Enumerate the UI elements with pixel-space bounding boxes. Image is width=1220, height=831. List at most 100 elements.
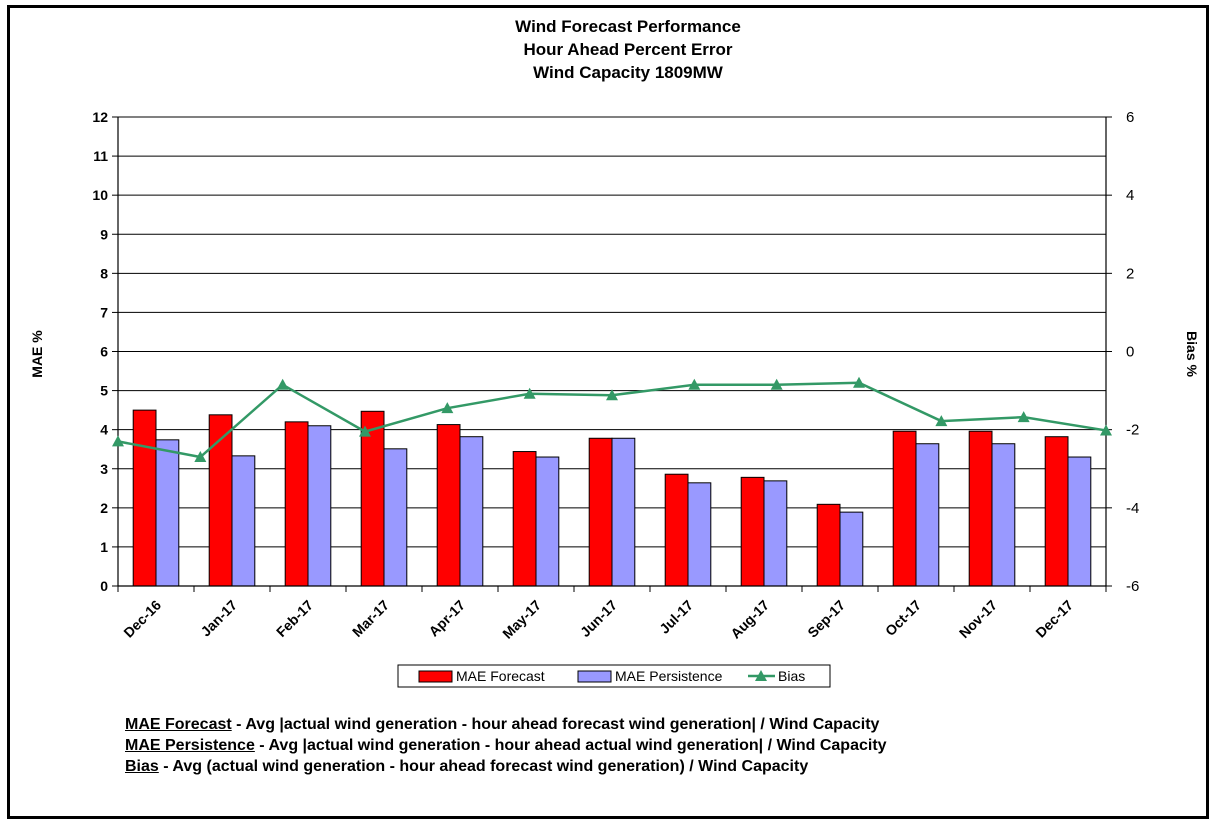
bias-marker	[770, 378, 783, 390]
bar-mae-forecast	[1044, 436, 1069, 587]
y2-tick-label: 2	[1126, 265, 1134, 282]
definition-bias: Bias - Avg (actual wind generation - hou…	[125, 756, 887, 777]
bar-mae-persistence	[991, 443, 1016, 587]
bars	[132, 409, 1092, 587]
chart-title: Wind Forecast Performance Hour Ahead Per…	[515, 17, 741, 82]
definition-text: - Avg (actual wind generation - hour ahe…	[158, 758, 809, 775]
x-tick-label: Apr-17	[425, 597, 468, 640]
bias-marker	[112, 435, 124, 447]
definition-text: - Avg |actual wind generation - hour ahe…	[254, 737, 887, 754]
gridlines	[118, 116, 1106, 548]
definition-term: MAE Persistence	[125, 737, 255, 754]
bar-mae-persistence	[687, 482, 712, 587]
y2-tick-label: 4	[1126, 187, 1134, 204]
y-tick-label: 8	[100, 265, 108, 281]
y2-axis-title: Bias %	[1184, 331, 1200, 377]
bias-marker	[853, 376, 865, 388]
bias-marker	[935, 415, 948, 427]
legend: MAE Forecast MAE Persistence Bias	[397, 664, 831, 688]
x-tick-label: Aug-17	[727, 597, 772, 642]
y-tick-label: 6	[100, 344, 108, 360]
legend-marker	[755, 670, 767, 681]
y2-tick-label: -4	[1126, 500, 1139, 517]
y2-tick-label: -6	[1126, 578, 1139, 595]
y-tick-label: 10	[92, 187, 108, 203]
title-line-2: Hour Ahead Percent Error	[523, 40, 732, 59]
x-tick-label: Feb-17	[273, 597, 316, 640]
y-tick-label: 5	[100, 383, 108, 399]
y-axis-title: MAE %	[29, 330, 45, 378]
bias-marker	[441, 402, 454, 414]
bias-marker	[606, 389, 618, 401]
x-tick-label: Nov-17	[956, 597, 1000, 641]
x-tick-label: Dec-17	[1032, 597, 1076, 641]
x-tick-label: Oct-17	[882, 597, 924, 639]
y-tick-label: 1	[100, 539, 108, 555]
y-tick-label: 9	[100, 226, 108, 242]
definition-mae-forecast: MAE Forecast - Avg |actual wind generati…	[125, 714, 887, 735]
bar-mae-forecast	[512, 451, 537, 587]
x-tick-label: Dec-16	[120, 597, 164, 641]
legend-label: Bias	[778, 668, 805, 684]
x-tick-label: May-17	[499, 597, 544, 642]
bar-mae-forecast	[436, 424, 461, 587]
bias-marker	[688, 378, 701, 390]
bar-mae-persistence	[611, 437, 636, 587]
bar-mae-forecast	[588, 437, 613, 587]
bar-mae-forecast	[968, 430, 993, 587]
bar-mae-persistence	[459, 436, 484, 587]
x-tick-label: Mar-17	[349, 597, 392, 640]
y-tick-label: 12	[92, 109, 108, 125]
bar-mae-persistence	[155, 439, 180, 587]
bar-mae-persistence	[839, 511, 864, 587]
bias-marker	[523, 387, 536, 399]
bar-mae-persistence	[383, 448, 408, 587]
legend-swatch	[577, 670, 612, 683]
bar-mae-persistence	[231, 455, 256, 587]
axes	[112, 116, 1112, 592]
definition-term: Bias	[125, 758, 159, 775]
y2-tick-label: 6	[1126, 109, 1134, 126]
y-tick-label: 2	[100, 500, 108, 516]
y-tick-label: 3	[100, 461, 108, 477]
definition-term: MAE Forecast	[125, 716, 232, 733]
bar-mae-forecast	[132, 409, 157, 587]
definition-mae-persistence: MAE Persistence - Avg |actual wind gener…	[125, 735, 887, 756]
y-tick-label: 11	[93, 148, 108, 164]
bar-mae-persistence	[535, 456, 560, 587]
bias-marker	[359, 425, 371, 437]
title-line-1: Wind Forecast Performance	[515, 17, 741, 36]
bar-mae-forecast	[284, 421, 309, 587]
bar-mae-persistence	[307, 425, 332, 587]
bar-mae-forecast	[816, 503, 841, 587]
y2-tick-label: -2	[1126, 422, 1139, 439]
x-tick-label: Jul-17	[656, 597, 696, 637]
bar-mae-persistence	[1067, 456, 1092, 587]
bar-mae-forecast	[664, 473, 689, 587]
y-tick-label: 7	[100, 304, 108, 320]
x-tick-label: Sep-17	[804, 597, 848, 641]
x-tick-label: Jun-17	[577, 597, 620, 640]
definitions: MAE Forecast - Avg |actual wind generati…	[125, 714, 887, 777]
y-tick-label: 4	[100, 422, 108, 438]
bias-marker	[276, 378, 289, 390]
bar-mae-forecast	[892, 430, 917, 587]
y2-tick-label: 0	[1126, 344, 1134, 361]
bar-mae-persistence	[915, 443, 940, 587]
x-tick-label: Jan-17	[197, 597, 240, 640]
definition-text: - Avg |actual wind generation - hour ahe…	[231, 716, 880, 733]
bar-mae-forecast	[740, 476, 765, 587]
bias-marker	[1100, 424, 1112, 436]
title-line-3: Wind Capacity 1809MW	[533, 63, 724, 82]
y-tick-label: 0	[100, 578, 108, 594]
bar-mae-forecast	[360, 410, 385, 587]
legend-box	[397, 664, 831, 688]
bias-line-series	[112, 376, 1112, 463]
legend-label: MAE Forecast	[456, 668, 545, 684]
bias-marker	[1017, 411, 1030, 423]
legend-label: MAE Persistence	[615, 668, 723, 684]
legend-swatch	[418, 670, 453, 683]
bar-mae-persistence	[763, 480, 788, 587]
bias-marker	[194, 451, 207, 463]
